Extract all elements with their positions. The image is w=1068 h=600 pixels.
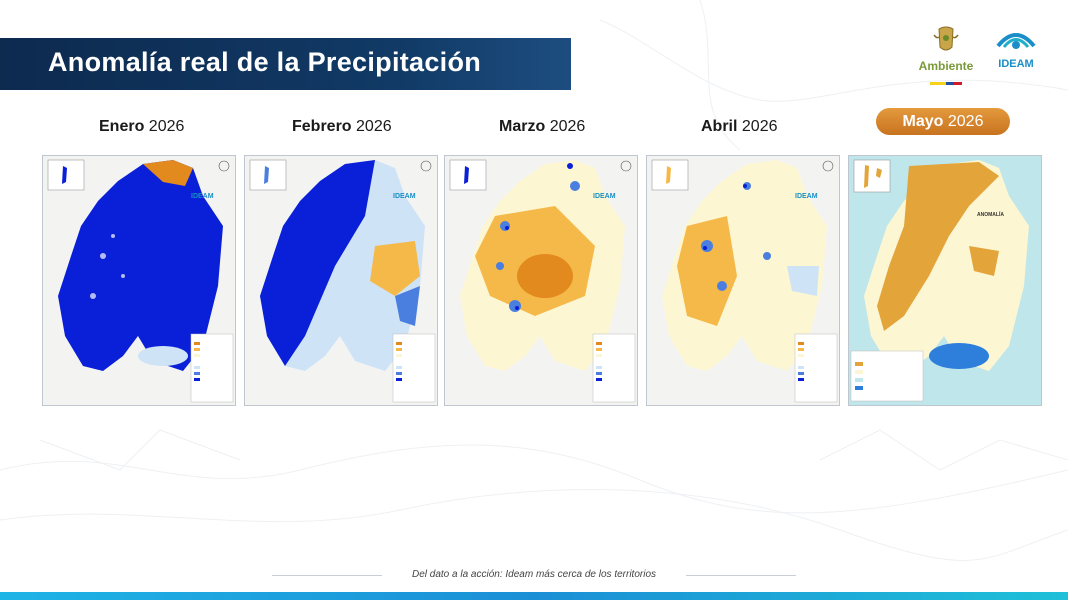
map-marzo: IDEAM [445, 156, 637, 405]
ambiente-logo-text: Ambiente [918, 59, 974, 73]
svg-text:IDEAM: IDEAM [191, 193, 214, 200]
map-panel-enero[interactable]: IDEAM [42, 155, 236, 406]
footer-divider-right [686, 575, 796, 576]
coat-of-arms-icon [933, 26, 959, 51]
title-banner [0, 38, 571, 90]
ideam-eye-icon [996, 33, 1036, 49]
month-label-abril: Abril 2026 [701, 118, 778, 135]
svg-text:ANOMALÍA: ANOMALÍA [977, 210, 1004, 218]
map-abril: IDEAM [647, 156, 839, 405]
ambiente-logo: Ambiente [912, 26, 980, 85]
month-label-marzo: Marzo 2026 [499, 118, 586, 135]
map-enero: IDEAM [43, 156, 235, 405]
month-label-enero: Enero 2026 [99, 118, 185, 135]
svg-text:IDEAM: IDEAM [795, 193, 818, 200]
map-panel-abril[interactable]: IDEAM [646, 155, 840, 406]
svg-text:IDEAM: IDEAM [593, 193, 616, 200]
map-panel-marzo[interactable]: IDEAM [444, 155, 638, 406]
footer-color-bar [0, 592, 1068, 600]
page-title: Anomalía real de la Precipitación [48, 47, 482, 77]
ideam-logo: IDEAM [990, 26, 1042, 72]
map-mayo: ANOMALÍA [849, 156, 1041, 405]
ideam-logo-text: IDEAM [998, 58, 1034, 70]
footer-tagline: Del dato a la acción: Ideam más cerca de… [412, 569, 656, 580]
footer-divider-left [272, 575, 382, 576]
svg-text:IDEAM: IDEAM [393, 193, 416, 200]
map-panel-mayo[interactable]: ANOMALÍA [848, 155, 1042, 406]
month-label-febrero: Febrero 2026 [292, 118, 392, 135]
month-label-mayo-selected[interactable]: Mayo 2026 [876, 108, 1010, 135]
map-febrero: IDEAM [245, 156, 437, 405]
map-panel-febrero[interactable]: IDEAM [244, 155, 438, 406]
flag-stripe [930, 82, 962, 85]
